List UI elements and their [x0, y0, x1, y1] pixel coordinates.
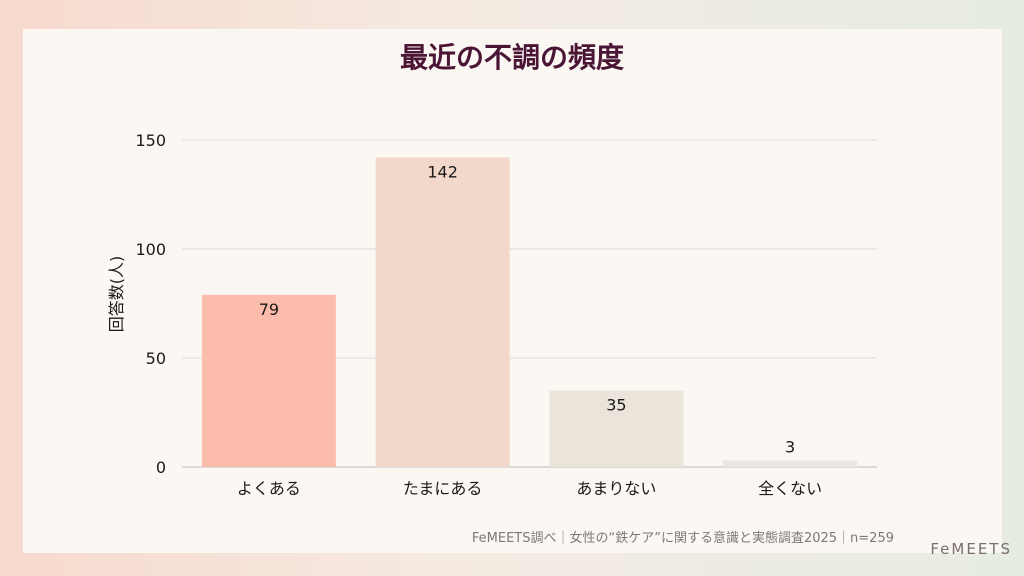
- data-label: 35: [606, 396, 626, 415]
- y-axis-label: 回答数(人): [107, 256, 126, 333]
- chart-title: 最近の不調の頻度: [399, 41, 624, 74]
- data-labels: 79 142 35 3: [259, 162, 796, 456]
- y-tick-labels: 0 50 100 150: [135, 131, 166, 477]
- y-tick-label: 150: [135, 131, 166, 150]
- bar: [549, 390, 684, 467]
- x-tick-label: たまにある: [403, 479, 483, 498]
- bar: [375, 157, 510, 467]
- brand-logo: FeMEETS: [930, 540, 1012, 558]
- y-tick-label: 100: [135, 240, 166, 259]
- y-tick-label: 50: [146, 349, 166, 368]
- x-tick-label: 全くない: [758, 479, 822, 498]
- x-tick-label: あまりない: [576, 479, 656, 498]
- bar: [201, 294, 336, 467]
- data-label: 79: [259, 300, 279, 319]
- data-label: 3: [785, 437, 795, 456]
- y-tick-label: 0: [156, 458, 166, 477]
- x-tick-labels: よくある たまにある あまりない 全くない: [237, 479, 822, 498]
- bars: [201, 157, 858, 467]
- source-footnote: FeMEETS調べ｜女性の“鉄ケア”に関する意識と実態調査2025｜n=259: [471, 531, 894, 546]
- x-tick-label: よくある: [237, 479, 301, 498]
- bar: [723, 460, 858, 467]
- data-label: 142: [427, 162, 458, 181]
